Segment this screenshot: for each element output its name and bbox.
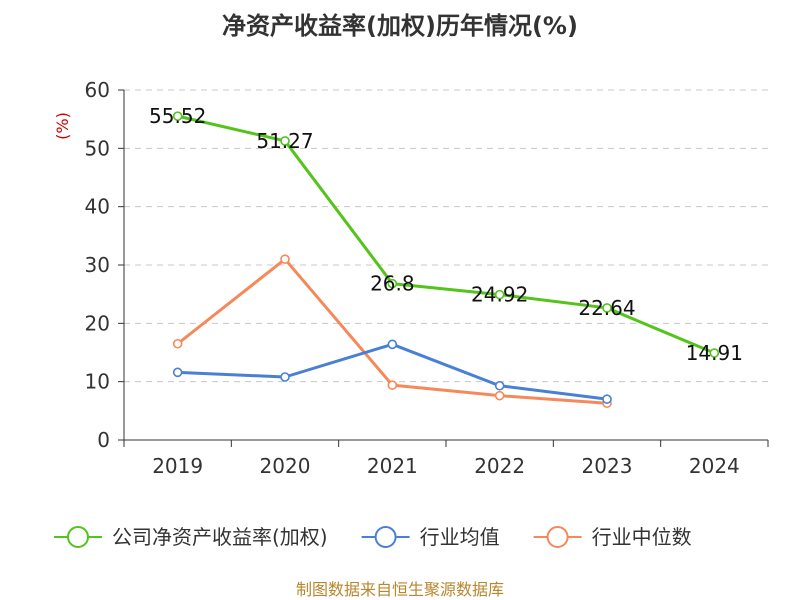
legend: 公司净资产收益率(加权) 行业均值 行业中位数: [54, 525, 692, 549]
y-tick-label-40: 40: [85, 195, 110, 219]
legend-label-2: 行业中位数: [592, 525, 692, 549]
y-tick-label-30: 30: [85, 253, 110, 277]
data-point-s0-2020: [280, 136, 290, 146]
legend-label-0: 公司净资产收益率(加权): [112, 525, 328, 549]
data-point-s1-2020: [280, 372, 290, 382]
data-point-s1-2021: [387, 339, 398, 350]
x-tick-label-2024: 2024: [689, 454, 740, 478]
data-point-s0-2019: [172, 111, 183, 121]
axes: 0 10 20 30 40 50 60 2019 2020 2021 2022 2023 2024: [85, 78, 769, 478]
x-tick-label-2022: 2022: [474, 454, 525, 478]
x-tick-label-2021: 2021: [367, 454, 418, 478]
y-axis-unit: (%): [53, 112, 72, 140]
y-tick-label-20: 20: [85, 311, 110, 335]
data-label-2023: 22.64: [578, 296, 635, 320]
data-label-2019: 55.52: [149, 104, 206, 128]
legend-marker-0: [67, 526, 89, 548]
y-tick-label-10: 10: [85, 370, 110, 394]
data-point-s2-2020: [280, 254, 290, 264]
data-point-s0-2022: [494, 289, 505, 300]
data-point-s1-2022: [494, 380, 505, 391]
y-tick-label-60: 60: [85, 78, 110, 102]
x-tick-label-2023: 2023: [582, 454, 633, 478]
source-note: 制图数据来自恒生聚源数据库: [296, 580, 504, 599]
y-tick-label-0: 0: [97, 428, 110, 452]
series-line-1: [177, 342, 608, 401]
data-point-s2-2021: [387, 380, 398, 390]
data-point-s1-2023: [602, 394, 612, 404]
data-labels: 55.52 51.27 26.8 24.92 22.64 14.91: [149, 104, 743, 365]
series-group: [172, 111, 720, 409]
data-point-s0-2024: [709, 348, 720, 358]
data-label-2022: 24.92: [471, 283, 528, 307]
data-point-s1-2019: [172, 367, 183, 378]
chart-title: 净资产收益率(加权)历年情况(%): [222, 12, 578, 40]
data-label-2020: 51.27: [256, 129, 313, 153]
x-tick-label-2020: 2020: [260, 454, 311, 478]
data-point-s0-2021: [387, 278, 398, 289]
data-point-s2-2022: [494, 390, 505, 401]
legend-marker-2: [546, 526, 569, 548]
legend-marker-1: [374, 526, 397, 548]
series-line-0: [177, 114, 715, 355]
data-label-2024: 14.91: [686, 341, 743, 365]
legend-label-1: 行业均值: [420, 525, 500, 549]
x-tick-label-2019: 2019: [152, 454, 203, 478]
legend-item-1: 行业均值: [361, 525, 500, 549]
data-label-2021: 26.8: [370, 272, 415, 296]
data-point-s0-2023: [602, 303, 612, 313]
y-tick-label-50: 50: [85, 136, 110, 160]
gridlines: [124, 89, 768, 383]
data-point-s2-2019: [172, 338, 183, 349]
legend-item-0: 公司净资产收益率(加权): [54, 525, 328, 549]
legend-item-2: 行业中位数: [533, 525, 692, 549]
